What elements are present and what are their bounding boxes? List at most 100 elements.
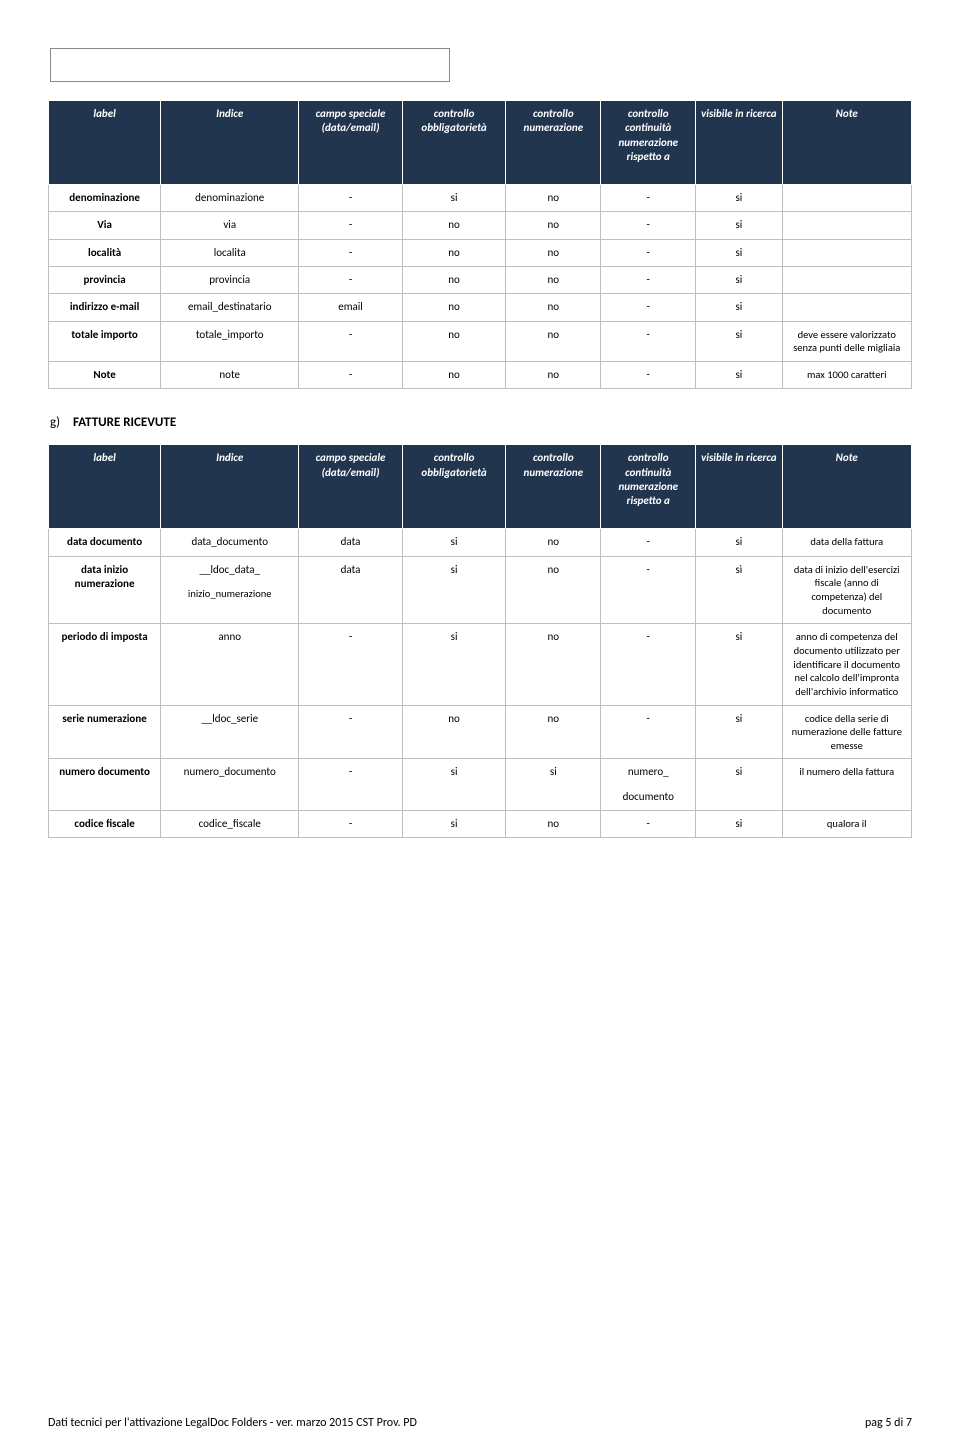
cell-indice: codice_fiscale bbox=[161, 811, 299, 838]
cell-num: no bbox=[506, 705, 601, 759]
cell-cont: - bbox=[601, 267, 696, 294]
table-row: Notenote-nono-simax 1000 caratteri bbox=[49, 361, 912, 388]
cell-num: no bbox=[506, 294, 601, 321]
cell-label: periodo di imposta bbox=[49, 624, 161, 705]
cell-vis: si bbox=[696, 529, 782, 556]
cell-vis: si bbox=[696, 811, 782, 838]
footer-right: pag 5 di 7 bbox=[865, 1416, 912, 1430]
cell-num: si bbox=[506, 759, 601, 811]
cell-note bbox=[782, 267, 912, 294]
cell-indice: numero_documento bbox=[161, 759, 299, 811]
cell-cont: - bbox=[601, 294, 696, 321]
table-1: label Indice campo speciale (data/email)… bbox=[48, 100, 912, 389]
cell-vis: si bbox=[696, 239, 782, 266]
cell-vis: si bbox=[696, 267, 782, 294]
cell-label: Note bbox=[49, 361, 161, 388]
cell-label: denominazione bbox=[49, 185, 161, 212]
cell-indice: via bbox=[161, 212, 299, 239]
section-letter: g) bbox=[50, 415, 60, 430]
th-num: controllo numerazione bbox=[506, 445, 601, 529]
cell-campo: - bbox=[299, 624, 403, 705]
table-row: indirizzo e-mailemail_destinatarioemailn… bbox=[49, 294, 912, 321]
cell-note: data della fattura bbox=[782, 529, 912, 556]
cell-label: numero documento bbox=[49, 759, 161, 811]
footer-left: Dati tecnici per l'attivazione LegalDoc … bbox=[48, 1416, 417, 1430]
th-campo: campo speciale (data/email) bbox=[299, 445, 403, 529]
table-row: serie numerazione__ldoc_serie-nono-sicod… bbox=[49, 705, 912, 759]
section-title-text: FATTURE RICEVUTE bbox=[73, 415, 176, 430]
cell-cont: - bbox=[601, 212, 696, 239]
cell-note: qualora il bbox=[782, 811, 912, 838]
cell-num: no bbox=[506, 624, 601, 705]
cell-vis: si bbox=[696, 759, 782, 811]
top-empty-box bbox=[50, 48, 450, 82]
cell-indice: data_documento bbox=[161, 529, 299, 556]
cell-campo: email bbox=[299, 294, 403, 321]
cell-cont: - bbox=[601, 361, 696, 388]
cell-num: no bbox=[506, 239, 601, 266]
cell-campo: - bbox=[299, 811, 403, 838]
cell-indice: email_destinatario bbox=[161, 294, 299, 321]
cell-ob: no bbox=[402, 705, 506, 759]
cell-num: no bbox=[506, 556, 601, 624]
cell-campo: - bbox=[299, 239, 403, 266]
cell-ob: si bbox=[402, 811, 506, 838]
cell-num: no bbox=[506, 811, 601, 838]
cell-campo: - bbox=[299, 185, 403, 212]
table-row: periodo di impostaanno-sino-sianno di co… bbox=[49, 624, 912, 705]
th-campo: campo speciale (data/email) bbox=[299, 101, 403, 185]
cell-label: Via bbox=[49, 212, 161, 239]
cell-vis: si bbox=[696, 294, 782, 321]
table-row: denominazionedenominazione-sino-si bbox=[49, 185, 912, 212]
cell-cont: - bbox=[601, 705, 696, 759]
cell-note: codice della serie di numerazione delle … bbox=[782, 705, 912, 759]
table-row: data inizio numerazione__ldoc_data_inizi… bbox=[49, 556, 912, 624]
th-label: label bbox=[49, 445, 161, 529]
cell-cont: - bbox=[601, 556, 696, 624]
cell-cont: - bbox=[601, 321, 696, 361]
cell-indice: provincia bbox=[161, 267, 299, 294]
cell-num: no bbox=[506, 321, 601, 361]
cell-note: deve essere valorizzato senza punti dell… bbox=[782, 321, 912, 361]
cell-cont: - bbox=[601, 239, 696, 266]
cell-indice: totale_importo bbox=[161, 321, 299, 361]
cell-label: totale importo bbox=[49, 321, 161, 361]
cell-cont: - bbox=[601, 185, 696, 212]
th-label: label bbox=[49, 101, 161, 185]
cell-ob: no bbox=[402, 294, 506, 321]
cell-indice: __ldoc_serie bbox=[161, 705, 299, 759]
cell-ob: no bbox=[402, 267, 506, 294]
cell-num: no bbox=[506, 529, 601, 556]
cell-vis: si bbox=[696, 624, 782, 705]
cell-note bbox=[782, 185, 912, 212]
cell-label: indirizzo e-mail bbox=[49, 294, 161, 321]
table-row: totale importototale_importo-nono-sideve… bbox=[49, 321, 912, 361]
cell-vis: si bbox=[696, 321, 782, 361]
table-row: provinciaprovincia-nono-si bbox=[49, 267, 912, 294]
th-indice: Indice bbox=[161, 445, 299, 529]
cell-indice: note bbox=[161, 361, 299, 388]
cell-label: provincia bbox=[49, 267, 161, 294]
cell-indice: anno bbox=[161, 624, 299, 705]
table-row: codice fiscalecodice_fiscale-sino-siqual… bbox=[49, 811, 912, 838]
cell-note bbox=[782, 212, 912, 239]
cell-ob: no bbox=[402, 239, 506, 266]
cell-cont: - bbox=[601, 529, 696, 556]
th-cont: controllo continuità numerazione rispett… bbox=[601, 445, 696, 529]
cell-campo: - bbox=[299, 267, 403, 294]
cell-vis: si bbox=[696, 361, 782, 388]
cell-indice: localita bbox=[161, 239, 299, 266]
th-obbl: controllo obbligatorietà bbox=[402, 101, 506, 185]
cell-campo: - bbox=[299, 361, 403, 388]
cell-indice: __ldoc_data_inizio_numerazione bbox=[161, 556, 299, 624]
cell-note bbox=[782, 294, 912, 321]
table-row: localitàlocalita-nono-si bbox=[49, 239, 912, 266]
th-note: Note bbox=[782, 101, 912, 185]
cell-label: serie numerazione bbox=[49, 705, 161, 759]
th-cont: controllo continuità numerazione rispett… bbox=[601, 101, 696, 185]
cell-vis: sì bbox=[696, 556, 782, 624]
cell-cont: numero_documento bbox=[601, 759, 696, 811]
table-header-row: label Indice campo speciale (data/email)… bbox=[49, 445, 912, 529]
cell-indice: denominazione bbox=[161, 185, 299, 212]
cell-ob: si bbox=[402, 624, 506, 705]
